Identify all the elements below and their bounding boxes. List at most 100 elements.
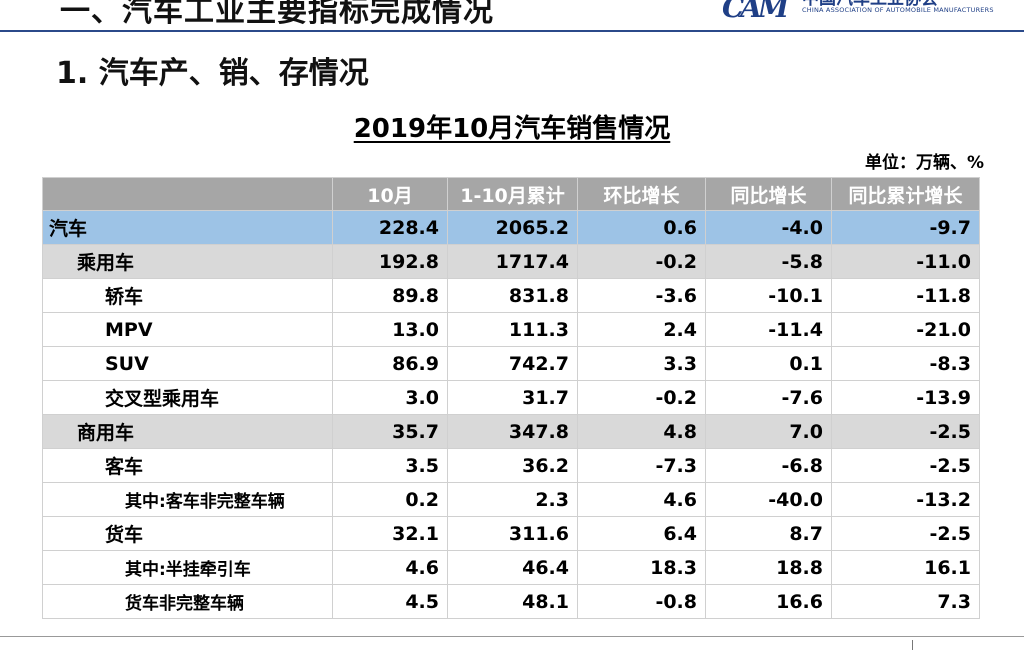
table-cell: 36.2 [447,448,578,483]
row-label: 其中:半挂牵引车 [42,550,333,585]
table-title: 2019年10月汽车销售情况 [0,108,1024,145]
table-cell: -8.3 [831,346,980,381]
table-cell: -21.0 [831,312,980,347]
table-cell: 3.3 [577,346,706,381]
table-cell: 7.0 [705,414,832,449]
table-cell: 4.5 [332,584,448,619]
table-row: MPV 13.0 111.3 2.4 -11.4 -21.0 [42,312,980,347]
table-cell: 0.2 [332,482,448,517]
table-cell: 32.1 [332,516,448,551]
table-cell: 8.7 [705,516,832,551]
row-label: SUV [42,346,333,381]
column-header [42,177,333,211]
table-row: 交叉型乘用车 3.0 31.7 -0.2 -7.6 -13.9 [42,380,980,415]
table-cell: 16.1 [831,550,980,585]
table-row: 货车 32.1 311.6 6.4 8.7 -2.5 [42,516,980,551]
table-cell: 48.1 [447,584,578,619]
table-row: 乘用车 192.8 1717.4 -0.2 -5.8 -11.0 [42,244,980,279]
table-cell: -2.5 [831,414,980,449]
table-cell: 31.7 [447,380,578,415]
table-row: 客车 3.5 36.2 -7.3 -6.8 -2.5 [42,448,980,483]
table-cell: 3.5 [332,448,448,483]
table-cell: -13.2 [831,482,980,517]
row-label: 货车非完整车辆 [42,584,333,619]
unit-note: 单位：万辆、% [864,153,984,173]
table-cell: 192.8 [332,244,448,279]
table-cell: -4.0 [705,210,832,245]
table-row: 商用车 35.7 347.8 4.8 7.0 -2.5 [42,414,980,449]
table-cell: 18.3 [577,550,706,585]
row-label: 商用车 [42,414,333,449]
table-cell: -2.5 [831,448,980,483]
table-cell: 4.8 [577,414,706,449]
row-label: 客车 [42,448,333,483]
table-cell: 111.3 [447,312,578,347]
table-cell: 742.7 [447,346,578,381]
row-label: 交叉型乘用车 [42,380,333,415]
table-cell: 4.6 [332,550,448,585]
table-cell: -9.7 [831,210,980,245]
table-cell: 831.8 [447,278,578,313]
table-row: 货车非完整车辆 4.5 48.1 -0.8 16.6 7.3 [42,584,980,619]
row-label: 货车 [42,516,333,551]
column-header: 同比增长 [705,177,832,211]
table-cell: -5.8 [705,244,832,279]
table-row: SUV 86.9 742.7 3.3 0.1 -8.3 [42,346,980,381]
column-header: 1-10月累计 [447,177,578,211]
table-cell: -40.0 [705,482,832,517]
table-cell: -10.1 [705,278,832,313]
table-cell: -0.8 [577,584,706,619]
footer-tick [912,640,913,650]
table-row: 其中:客车非完整车辆 0.2 2.3 4.6 -40.0 -13.2 [42,482,980,517]
table-cell: 7.3 [831,584,980,619]
logo-chinese-name: 中国汽车工业协会 [802,0,938,9]
table-cell: -11.0 [831,244,980,279]
table-cell: -11.8 [831,278,980,313]
table-header-row: 10月 1-10月累计 环比增长 同比增长 同比累计增长 [42,177,980,211]
column-header: 同比累计增长 [831,177,980,211]
table-cell: -0.2 [577,380,706,415]
table-cell: 16.6 [705,584,832,619]
table-cell: -13.9 [831,380,980,415]
column-header: 环比增长 [577,177,706,211]
table-cell: 2.4 [577,312,706,347]
table-cell: -3.6 [577,278,706,313]
table-row: 轿车 89.8 831.8 -3.6 -10.1 -11.8 [42,278,980,313]
table-cell: -7.3 [577,448,706,483]
table-cell: -11.4 [705,312,832,347]
row-label: 其中:客车非完整车辆 [42,482,333,517]
table-cell: 347.8 [447,414,578,449]
table-cell: 228.4 [332,210,448,245]
table-cell: 2065.2 [447,210,578,245]
table-cell: -0.2 [577,244,706,279]
table-body: 汽车 228.4 2065.2 0.6 -4.0 -9.7 乘用车 192.8 1717.4 -0… [42,210,980,619]
footer-divider [0,636,1024,637]
sales-table: 10月 1-10月累计 环比增长 同比增长 同比累计增长 汽车 228.4 2065… [42,177,980,619]
table-cell: 2.3 [447,482,578,517]
table-cell: 4.6 [577,482,706,517]
logo-english-name: CHINA ASSOCIATION OF AUTOMOBILE MANUFACT… [802,6,994,14]
section-title: 1. 汽车产、销、存情况 [56,56,369,91]
table-cell: 1717.4 [447,244,578,279]
table-cell: 46.4 [447,550,578,585]
table-row: 其中:半挂牵引车 4.6 46.4 18.3 18.8 16.1 [42,550,980,585]
table-cell: 6.4 [577,516,706,551]
table-cell: -7.6 [705,380,832,415]
table-row: 汽车 228.4 2065.2 0.6 -4.0 -9.7 [42,210,980,245]
table-cell: 3.0 [332,380,448,415]
row-label: 汽车 [42,210,333,245]
table-cell: 86.9 [332,346,448,381]
table-cell: -2.5 [831,516,980,551]
table-cell: 0.1 [705,346,832,381]
table-cell: 35.7 [332,414,448,449]
header-divider [0,30,1024,32]
table-title-text: 2019年10月汽车销售情况 [353,114,671,144]
table-cell: 13.0 [332,312,448,347]
row-label: 轿车 [42,278,333,313]
table-cell: 0.6 [577,210,706,245]
column-header: 10月 [332,177,448,211]
top-heading: 一、汽车工业主要指标完成情况 [60,0,494,29]
table-cell: -6.8 [705,448,832,483]
table-cell: 18.8 [705,550,832,585]
table-cell: 89.8 [332,278,448,313]
